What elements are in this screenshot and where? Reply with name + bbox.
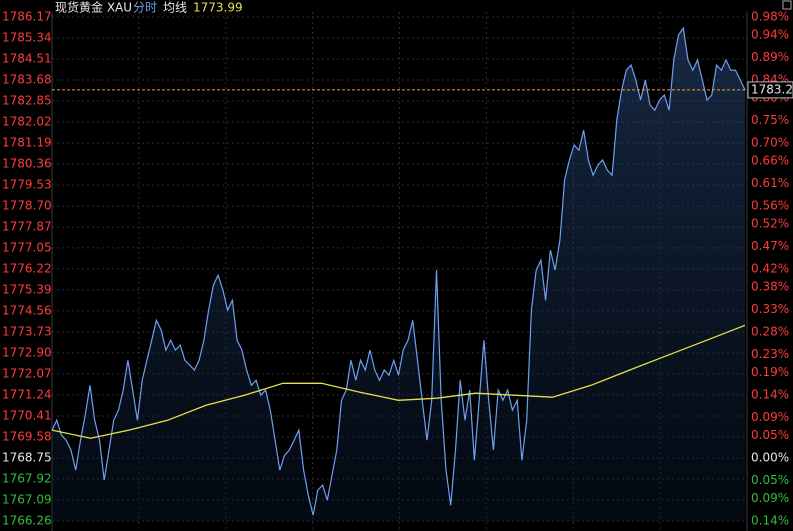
- y2-tick-label: 0.47%: [751, 239, 789, 253]
- last-price-box: [747, 81, 793, 99]
- y2-tick-label: 0.66%: [751, 154, 789, 168]
- y-tick-label: 1773.73: [2, 324, 52, 338]
- y-tick-label: 1777.05: [2, 240, 52, 254]
- y2-tick-label: 0.42%: [751, 262, 789, 276]
- corner-icon[interactable]: [782, 0, 792, 10]
- y2-tick-label: 0.98%: [751, 10, 789, 24]
- y-tick-label: 1778.70: [2, 199, 52, 213]
- average-line: [51, 324, 746, 439]
- y-tick-label: 1776.22: [2, 261, 52, 275]
- y2-tick-label: 0.94%: [751, 28, 789, 42]
- y2-tick-label: 0.23%: [751, 347, 789, 361]
- y-tick-label: 1768.75: [2, 450, 52, 464]
- y2-tick-label: 0.00%: [751, 451, 789, 465]
- y-tick-label: 1780.36: [2, 157, 52, 171]
- y2-tick-label: 0.89%: [751, 50, 789, 64]
- y2-tick-label: 0.28%: [751, 325, 789, 339]
- y2-tick-label: 0.14%: [751, 388, 789, 402]
- y-tick-label: 1779.53: [2, 178, 52, 192]
- last-price-label: 1783.29: [751, 82, 793, 96]
- y2-tick-label: 0.56%: [751, 199, 789, 213]
- y2-tick-label: 0.14%: [751, 514, 789, 528]
- y-tick-label: 1783.68: [2, 73, 52, 87]
- y-tick-label: 1782.85: [2, 94, 52, 108]
- y-tick-label: 1784.51: [2, 52, 52, 66]
- y2-tick-label: 0.05%: [751, 473, 789, 487]
- y-tick-label: 1775.39: [2, 282, 52, 296]
- y2-tick-label: 0.05%: [751, 428, 789, 442]
- y2-tick-label: 0.19%: [751, 365, 789, 379]
- price-line: [51, 26, 746, 516]
- labels: 1786.17 1785.34 1784.51 1783.68 1782.85 1782.…: [2, 10, 793, 528]
- y-tick-label: 1767.09: [2, 492, 52, 506]
- y-tick-label: 1772.07: [2, 366, 52, 380]
- y-tick-label: 1771.24: [2, 387, 52, 401]
- y2-tick-label: 0.09%: [751, 410, 789, 424]
- y-tick-label: 1786.17: [2, 10, 52, 24]
- y-tick-label: 1772.90: [2, 345, 52, 359]
- y-tick-label: 1770.41: [2, 408, 52, 422]
- y-tick-label: 1777.87: [2, 220, 52, 234]
- average-value: 1773.99: [193, 1, 243, 15]
- y2-tick-label: 0.38%: [751, 280, 789, 294]
- legend-price: 分时: [133, 1, 157, 15]
- y-tick-label: 1781.19: [2, 136, 52, 150]
- y-tick-label: 1766.26: [2, 514, 52, 528]
- y2-tick-label: 0.61%: [751, 176, 789, 190]
- y2-tick-label: 0.70%: [751, 136, 789, 150]
- y2-tick-label: 0.75%: [751, 113, 789, 127]
- y2-tick-label: 0.33%: [751, 302, 789, 316]
- y-tick-label: 1767.92: [2, 471, 52, 485]
- chart-title: 现货黄金 XAU: [55, 0, 132, 15]
- y-tick-label: 1774.56: [2, 303, 52, 317]
- y2-tick-label: 0.09%: [751, 491, 789, 505]
- marks: [51, 26, 747, 521]
- legend-average: 均线: [163, 1, 187, 15]
- y2-tick-label: 0.52%: [751, 217, 789, 231]
- price-area: [52, 28, 745, 521]
- y-tick-label: 1785.34: [2, 31, 52, 45]
- y-tick-label: 1769.58: [2, 429, 52, 443]
- y-tick-label: 1782.02: [2, 115, 52, 129]
